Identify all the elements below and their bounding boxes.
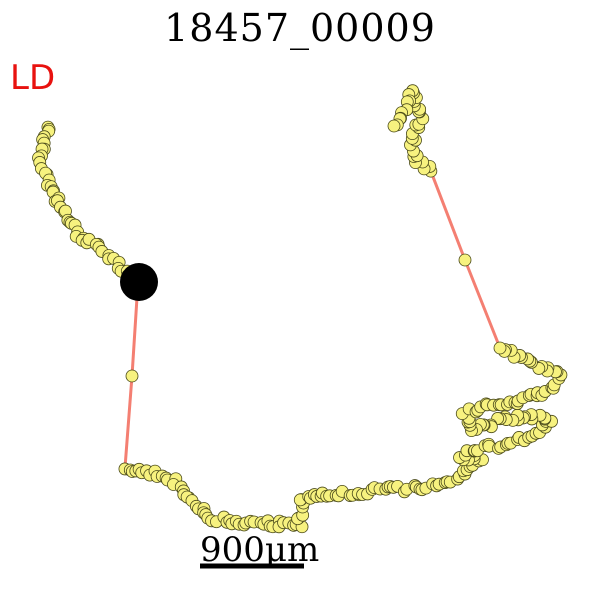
trajectory-point-50 <box>125 369 139 383</box>
corner-label: LD <box>10 58 56 98</box>
chart-title: 18457_00009 <box>164 6 436 50</box>
scale-bar-label: 900μm <box>200 530 320 570</box>
start-marker <box>120 263 158 301</box>
trajectory-point-253 <box>458 253 472 267</box>
trajectory-points <box>32 84 568 534</box>
trajectory-point-252 <box>493 341 507 355</box>
trajectory-point-287 <box>387 119 401 133</box>
